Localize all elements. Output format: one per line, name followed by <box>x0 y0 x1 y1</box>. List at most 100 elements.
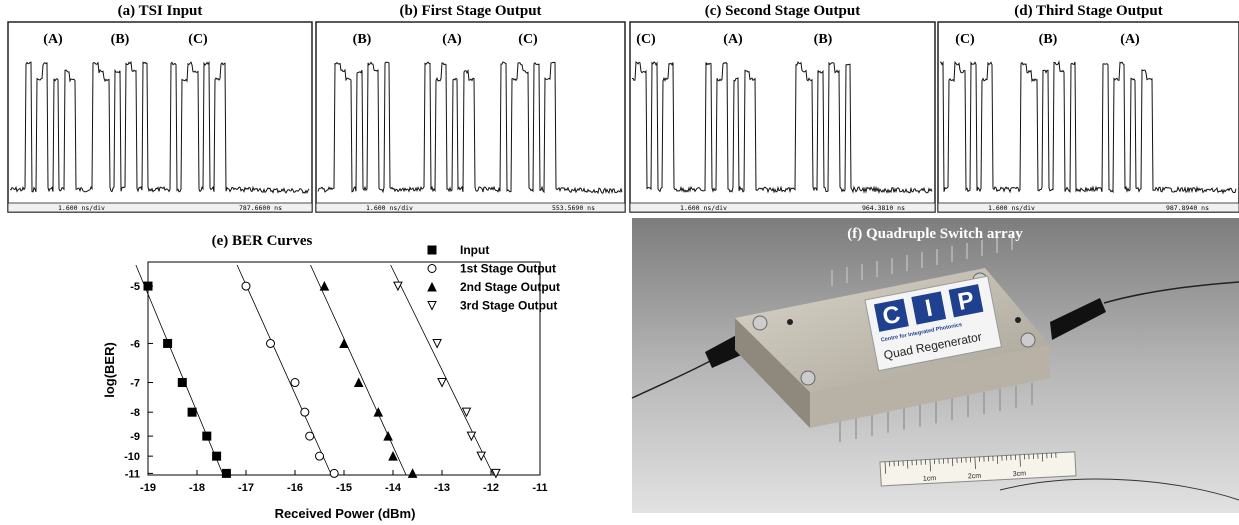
marker <box>393 281 403 292</box>
marker <box>491 468 501 479</box>
y-axis-label: log(BER) <box>102 342 117 398</box>
marker <box>432 338 442 349</box>
marker <box>461 407 472 418</box>
y-tick-label: -8 <box>130 407 140 419</box>
channel-label: (A) <box>43 32 63 47</box>
marker <box>319 280 330 291</box>
scope-footer <box>7 202 313 213</box>
x-tick-label: -12 <box>483 482 499 494</box>
marker <box>241 281 251 291</box>
x-tick-label: -17 <box>238 482 254 494</box>
marker <box>300 407 310 417</box>
photo-title: (f) Quadruple Switch array <box>847 226 1023 242</box>
marker <box>339 338 349 348</box>
chart-title: (e) BER Curves <box>212 233 313 249</box>
marker <box>290 378 300 388</box>
fit-line <box>135 264 224 476</box>
scope-footer <box>937 202 1239 213</box>
fit-line <box>236 264 332 476</box>
hole <box>787 319 793 325</box>
marker <box>476 451 487 462</box>
photo: C I P Centre for Integrated Photonics Qu… <box>631 218 1239 513</box>
channel-label: (C) <box>955 32 975 47</box>
ruler-ticks <box>884 452 1057 474</box>
ruler-label: 3cm <box>1013 470 1027 478</box>
fiber <box>1103 281 1239 304</box>
channel-label: (C) <box>518 32 538 47</box>
marker <box>427 281 437 292</box>
x-tick-label: -18 <box>189 482 205 494</box>
marker <box>221 468 231 478</box>
panel-title: (a) TSI Input <box>118 3 203 19</box>
scope-frame <box>629 21 936 213</box>
y-tick-label: -5 <box>130 281 140 293</box>
marker <box>353 377 364 388</box>
marker <box>187 407 197 417</box>
pins <box>831 234 1033 442</box>
fiber-boot <box>1050 298 1106 340</box>
panel-title: (b) First Stage Output <box>399 3 541 19</box>
channel-label: (B) <box>814 32 833 47</box>
x-tick-label: -14 <box>385 482 402 494</box>
scope-footer <box>315 202 626 213</box>
channel-label: (C) <box>636 32 656 47</box>
marker <box>466 431 477 442</box>
ruler-tick <box>884 461 886 474</box>
marker <box>373 407 384 417</box>
fiber <box>631 359 713 399</box>
panel-title: (c) Second Stage Output <box>705 3 860 19</box>
marker <box>388 451 398 461</box>
legend-label: 1st Stage Output <box>460 262 556 276</box>
scope-time: 553.5690 ns <box>552 204 595 212</box>
y-tick-label: -6 <box>130 338 140 350</box>
logo-letter: P <box>956 286 977 316</box>
ruler-body <box>879 451 1077 487</box>
screw <box>1020 332 1036 348</box>
marker <box>202 431 212 441</box>
scope-scale: 1.600 ns/div <box>366 204 413 212</box>
marker <box>427 264 437 273</box>
marker <box>427 245 437 255</box>
ruler-tick <box>974 457 976 470</box>
waveform <box>939 60 1237 195</box>
scope-footer <box>629 202 936 213</box>
x-tick-label: -13 <box>434 482 450 494</box>
screw <box>752 315 768 331</box>
waveform <box>631 60 933 195</box>
panel-title: (d) Third Stage Output <box>1014 3 1163 19</box>
scope-time: 964.3810 ns <box>862 204 905 212</box>
ruler: 1cm 2cm 3cm <box>879 451 1077 487</box>
y-tick-label: -7 <box>130 378 140 390</box>
channel-label: (A) <box>723 32 743 47</box>
x-tick-label: -15 <box>336 482 352 494</box>
marker <box>163 338 173 348</box>
marker <box>266 338 275 348</box>
channel-label: (A) <box>1120 32 1140 47</box>
ruler-tick <box>1019 454 1021 467</box>
scope-time: 987.8940 ns <box>1166 204 1209 212</box>
fiber <box>999 478 1239 501</box>
legend-label: 3rd Stage Output <box>460 299 557 313</box>
waveform <box>317 61 623 195</box>
screw <box>800 370 816 386</box>
marker <box>407 468 418 478</box>
logo-letter: C <box>880 301 902 331</box>
marker <box>383 430 393 441</box>
fit-line <box>390 264 494 476</box>
logo-square <box>948 284 984 318</box>
box-side <box>735 318 810 428</box>
scope-scale: 1.600 ns/div <box>988 204 1035 212</box>
marker <box>437 378 447 388</box>
waveform <box>9 60 310 194</box>
y-tick-label: -9 <box>130 431 140 443</box>
marker <box>315 451 324 461</box>
channel-label: (B) <box>111 32 130 47</box>
ruler-label: 1cm <box>923 475 937 483</box>
scope-frame <box>937 21 1239 213</box>
y-tick-label: -11 <box>125 468 140 480</box>
channel-label: (C) <box>188 32 208 47</box>
marker <box>427 301 437 311</box>
marker <box>212 451 222 461</box>
